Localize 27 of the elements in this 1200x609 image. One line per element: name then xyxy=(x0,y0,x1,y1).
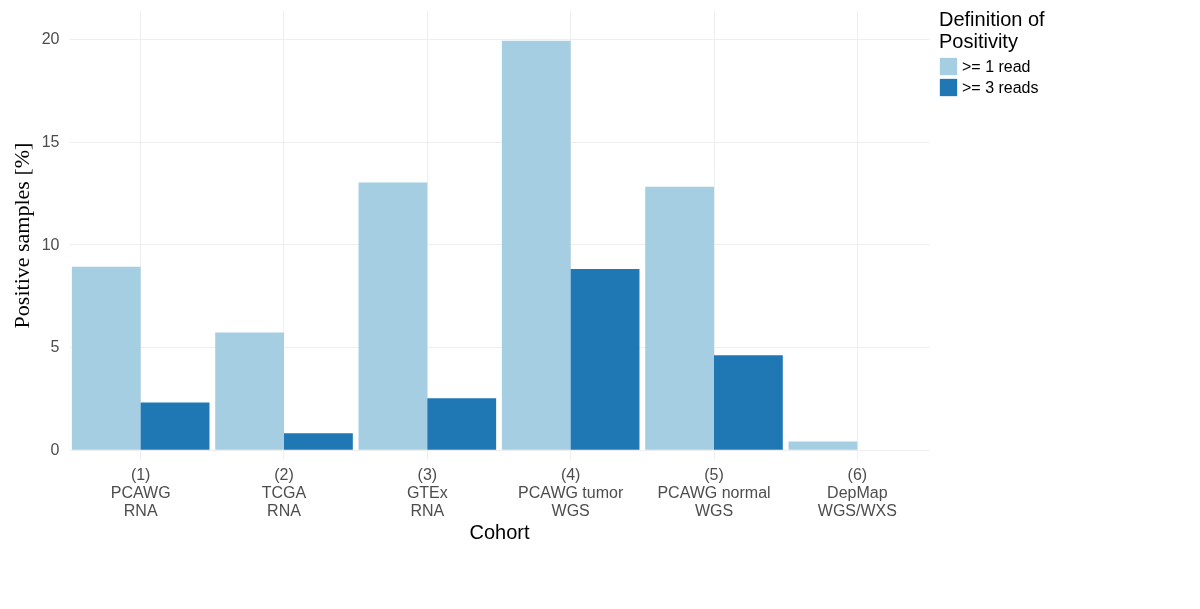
x-tick-label: (1) PCAWG RNA xyxy=(110,465,171,519)
x-axis-title: Cohort xyxy=(469,520,530,543)
y-tick-label: 20 xyxy=(41,30,60,48)
legend-label: >= 1 read xyxy=(962,57,1031,75)
y-tick-label: 10 xyxy=(41,235,60,253)
bar xyxy=(71,266,141,450)
bar xyxy=(788,441,858,450)
bar xyxy=(645,186,714,450)
y-tick-label: 5 xyxy=(50,338,60,356)
y-tick-label: 0 xyxy=(50,441,60,459)
y-tick-label: 15 xyxy=(41,133,60,151)
legend-label: >= 3 reads xyxy=(962,78,1039,96)
bar xyxy=(570,268,640,450)
x-tick-label: (6) DepMap WGS/WXS xyxy=(817,465,897,519)
bar xyxy=(140,402,210,450)
x-tick-label: (3) GTEx RNA xyxy=(406,465,448,519)
bar xyxy=(215,332,284,450)
x-tick-label: (4) PCAWG tumor WGS xyxy=(518,465,624,519)
x-tick-label: (5) PCAWG normal WGS xyxy=(657,465,771,519)
x-tick-label: (2) TCGA RNA xyxy=(261,465,307,519)
y-axis-title: Positive samples [%] xyxy=(8,142,34,329)
bar xyxy=(501,40,571,450)
bar xyxy=(427,398,497,450)
bar xyxy=(358,182,428,450)
bar xyxy=(714,355,783,450)
legend-title: Definition of Positivity xyxy=(939,8,1046,52)
bar xyxy=(284,433,353,450)
